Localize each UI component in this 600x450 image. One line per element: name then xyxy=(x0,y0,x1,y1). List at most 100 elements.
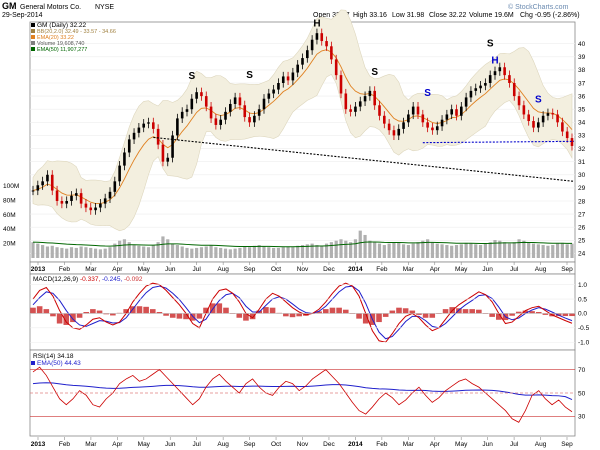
price-candle-body xyxy=(224,112,227,120)
price-candle-body xyxy=(513,83,516,96)
macd-histogram-bar xyxy=(489,313,495,316)
price-candle-body xyxy=(532,121,535,128)
legend-price: GM (Daily) 32.22 xyxy=(37,22,87,29)
price-candle-body xyxy=(417,107,420,115)
price-candle-body xyxy=(37,185,40,190)
month-label: Mar xyxy=(85,441,97,448)
price-candle-body xyxy=(325,41,328,46)
price-candle-body xyxy=(455,109,458,116)
price-candle-body xyxy=(330,46,333,59)
price-candle-body xyxy=(316,33,319,40)
month-label: 2013 xyxy=(31,266,46,273)
month-label: Feb xyxy=(59,441,71,448)
volume-bar xyxy=(469,244,472,258)
symbol-label: GM xyxy=(2,1,17,11)
volume-bar xyxy=(282,247,285,258)
month-label: Aug xyxy=(217,441,229,448)
price-candle-body xyxy=(89,208,92,211)
month-label: Oct xyxy=(271,266,281,273)
volume-bar xyxy=(94,249,97,258)
volume-bar xyxy=(402,244,405,258)
price-candle-body xyxy=(301,58,304,65)
volume-tick-label: 100M xyxy=(3,183,19,190)
price-candle-body xyxy=(99,204,102,208)
month-label: Sep xyxy=(244,266,256,273)
month-label: May xyxy=(138,441,151,448)
volume-bar xyxy=(176,245,179,258)
volume-bar xyxy=(460,244,463,258)
month-label: 2014 xyxy=(348,266,363,273)
macd-histogram-bar xyxy=(563,313,569,316)
volume-bar xyxy=(272,248,275,258)
price-tick-label: 40 xyxy=(578,41,586,48)
price-candle-body xyxy=(41,181,44,185)
volume-bar xyxy=(60,248,63,258)
volume-bar xyxy=(89,248,92,258)
macd-legend-title: MACD(12,26,9) xyxy=(33,276,78,283)
price-tick-label: 34 xyxy=(578,120,586,127)
price-candle-body xyxy=(474,88,477,91)
macd-histogram-bar xyxy=(97,311,103,314)
volume-bar xyxy=(378,244,381,258)
macd-histogram-bar xyxy=(163,313,169,315)
legend-swatch-ema50 xyxy=(31,47,35,51)
price-candle-body xyxy=(407,114,410,122)
volume-bar xyxy=(166,239,169,258)
month-label: Apr xyxy=(112,266,123,273)
price-candle-body xyxy=(210,107,213,119)
volume-bar xyxy=(248,247,251,258)
volume-bar xyxy=(344,241,347,258)
price-candle-body xyxy=(118,166,121,182)
volume-bar xyxy=(373,242,376,258)
price-candle-body xyxy=(354,107,357,112)
price-candle-body xyxy=(104,198,107,203)
volume-bar xyxy=(508,244,511,258)
price-candle-body xyxy=(109,192,112,199)
pattern-label-H: H xyxy=(313,19,320,30)
volume-bar xyxy=(104,249,107,258)
volume-bar xyxy=(479,245,482,258)
macd-histogram-bar xyxy=(223,308,229,314)
month-label: Sep xyxy=(561,266,573,273)
pattern-label-S: S xyxy=(246,70,253,81)
volume-bar xyxy=(363,235,366,258)
volume-bar xyxy=(205,246,208,258)
price-tick-label: 29 xyxy=(578,185,586,192)
month-label: Feb xyxy=(376,266,388,273)
volume-bar xyxy=(36,244,39,258)
price-candle-body xyxy=(128,139,131,152)
volume-bar xyxy=(392,242,395,258)
macd-histogram-bar xyxy=(77,313,83,317)
macd-histogram-bar xyxy=(356,313,362,318)
volume-bar xyxy=(484,244,487,258)
volume-bar xyxy=(137,246,140,258)
volume-bar xyxy=(132,245,135,258)
price-candle-body xyxy=(484,83,487,86)
price-candle-body xyxy=(320,33,323,41)
price-candle-body xyxy=(412,107,415,115)
macd-histogram-bar xyxy=(429,313,435,317)
price-candle-body xyxy=(378,105,381,115)
volume-bar xyxy=(556,244,559,258)
volume-bar xyxy=(388,244,391,258)
volume-bar xyxy=(84,247,87,258)
price-candle-body xyxy=(383,116,386,124)
volume-bar xyxy=(123,239,126,258)
price-candle-body xyxy=(205,96,208,106)
volume-bar xyxy=(209,245,212,258)
volume-bar xyxy=(421,241,424,258)
price-candle-body xyxy=(123,152,126,165)
volume-bar xyxy=(108,247,111,258)
volume-tick-label: 60M xyxy=(3,212,16,219)
price-candle-body xyxy=(518,96,521,105)
volume-bar xyxy=(450,246,453,258)
volume-bar xyxy=(214,247,217,258)
volume-bar xyxy=(55,247,58,258)
price-candle-body xyxy=(181,112,184,119)
macd-histogram-bar xyxy=(336,308,342,314)
volume-bar xyxy=(359,231,362,258)
macd-histogram-bar xyxy=(296,313,302,316)
macd-histogram-bar xyxy=(403,308,409,313)
macd-histogram-bar xyxy=(90,309,96,313)
volume-bar xyxy=(561,243,564,258)
